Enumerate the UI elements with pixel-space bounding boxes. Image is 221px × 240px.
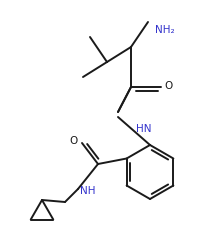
Text: NH: NH — [80, 186, 95, 196]
Text: O: O — [164, 81, 172, 91]
Text: NH₂: NH₂ — [155, 25, 175, 35]
Text: HN: HN — [136, 124, 152, 133]
Text: O: O — [69, 136, 77, 146]
